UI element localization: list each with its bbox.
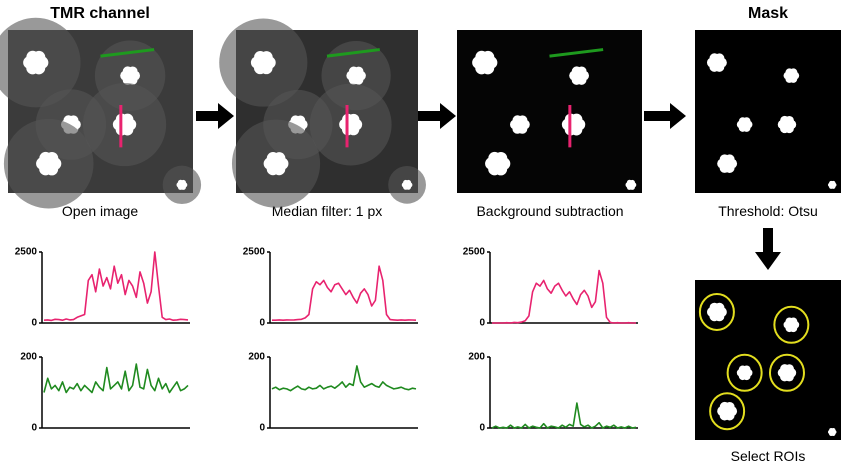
profile-line — [271, 365, 417, 392]
profile-line — [43, 363, 189, 394]
cell — [784, 115, 794, 126]
cell — [45, 151, 59, 165]
cell — [347, 113, 360, 126]
cell — [742, 365, 751, 374]
roi — [726, 353, 763, 392]
cell — [789, 68, 798, 77]
cell — [121, 113, 134, 126]
cell — [180, 179, 186, 186]
cell — [494, 151, 508, 165]
cell — [784, 364, 794, 374]
caption: Open image — [62, 203, 138, 219]
image — [457, 30, 642, 193]
roi — [768, 353, 805, 392]
y-tick-label: 200 — [468, 352, 485, 363]
cell — [570, 113, 583, 126]
profile-line-green — [326, 48, 380, 58]
y-tick-label: 0 — [259, 318, 265, 329]
cell — [353, 66, 364, 77]
cell — [724, 401, 735, 412]
cell — [260, 51, 273, 64]
y-tick-label: 0 — [31, 318, 37, 329]
y-tick-label: 0 — [479, 318, 485, 329]
roi — [698, 293, 735, 331]
arrow — [196, 103, 234, 129]
arrow — [755, 228, 781, 270]
profile-line — [272, 265, 417, 321]
image — [0, 17, 202, 209]
cell — [517, 115, 528, 126]
cell — [629, 179, 635, 186]
y-tick-label: 200 — [248, 352, 265, 363]
arrows — [196, 103, 781, 270]
cell — [714, 53, 725, 64]
panel-title: TMR channel — [50, 5, 150, 22]
cell — [273, 152, 286, 165]
cell — [714, 302, 725, 313]
y-tick-label: 0 — [479, 423, 485, 434]
y-tick-label: 200 — [20, 352, 37, 363]
profile-line — [491, 402, 637, 429]
profile-line-green — [100, 48, 155, 58]
cell — [295, 115, 306, 126]
cell — [127, 66, 138, 77]
cell — [724, 154, 735, 165]
panel-title: Mask — [748, 5, 788, 22]
roi — [709, 392, 746, 431]
y-tick-label: 2500 — [463, 247, 486, 258]
profile-line — [492, 269, 636, 324]
roi — [773, 305, 810, 344]
cell — [576, 66, 587, 77]
y-tick-label: 2500 — [15, 247, 38, 258]
cell — [481, 50, 495, 64]
cell — [742, 117, 751, 126]
caption: Select ROIs — [731, 448, 806, 464]
caption: Background subtraction — [476, 203, 623, 219]
caption: Threshold: Otsu — [718, 203, 818, 219]
cell — [831, 180, 836, 186]
y-tick-label: 0 — [259, 423, 265, 434]
y-tick-label: 2500 — [243, 247, 266, 258]
caption: Median filter: 1 px — [272, 203, 383, 219]
profile-line-green — [549, 48, 604, 58]
image — [695, 280, 841, 440]
image — [695, 30, 841, 193]
y-tick-label: 0 — [31, 423, 37, 434]
cell — [32, 50, 46, 64]
arrow — [644, 103, 686, 129]
image — [219, 18, 426, 208]
cell — [68, 115, 79, 126]
arrow — [418, 103, 456, 129]
profile-line — [43, 251, 189, 322]
cell — [831, 428, 836, 433]
cell — [789, 317, 798, 326]
cell — [405, 179, 412, 186]
